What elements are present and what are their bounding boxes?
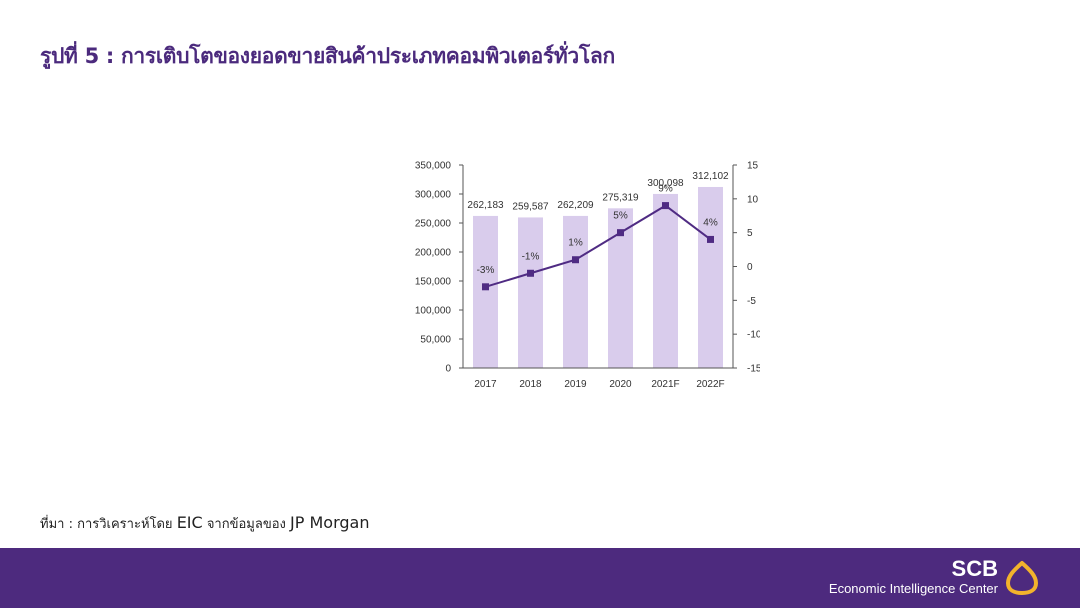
left-tick-label: 250,000: [415, 219, 452, 230]
x-tick-label: 2020: [609, 379, 632, 390]
right-tick-label: -10: [747, 330, 760, 341]
left-tick-label: 350,000: [415, 161, 452, 172]
left-tick-label: 50,000: [420, 335, 451, 346]
slide-title: รูปที่ 5 : การเติบโตของยอดขายสินค้าประเภ…: [40, 44, 615, 68]
right-tick-label: 5: [747, 228, 753, 239]
source-org: EIC: [176, 513, 203, 532]
growth-line: [485, 204, 712, 288]
source-note: ที่มา : การวิเคราะห์โดย EIC จากข้อมูลของ…: [40, 513, 369, 534]
left-tick-label: 300,000: [415, 190, 452, 201]
bar-value-label: 262,183: [467, 200, 504, 211]
source-middle: จากข้อมูลของ: [202, 517, 291, 532]
growth-label: -1%: [522, 251, 540, 262]
x-tick-label: 2019: [564, 379, 587, 390]
bar-label-background: [464, 197, 507, 211]
bar-value-label: 300,098: [647, 178, 684, 189]
growth-label: -3%: [477, 265, 495, 276]
right-tick-label: 0: [747, 262, 753, 273]
growth-marker: [662, 202, 669, 210]
scb-lotus-logo-icon: [1006, 561, 1038, 595]
left-tick-label: 150,000: [415, 277, 452, 288]
bar-value-label: 275,319: [602, 192, 639, 203]
right-tick-label: 10: [747, 194, 759, 205]
left-tick-label: 100,000: [415, 306, 452, 317]
growth-marker: [707, 235, 714, 243]
source-origin: JP Morgan: [290, 513, 370, 532]
x-tick-label: 2021F: [651, 379, 679, 390]
bar: [563, 215, 588, 368]
growth-label: 1%: [568, 238, 583, 249]
growth-marker: [572, 256, 579, 264]
bar: [653, 193, 678, 368]
growth-label: 5%: [613, 211, 628, 222]
bar-label-background: [509, 199, 552, 213]
x-tick-label: 2017: [474, 379, 497, 390]
growth-marker: [527, 269, 534, 277]
chart: 0 50,000 100,000 150,000 200,000 250,000 300,0…: [415, 161, 760, 391]
footer-bar: SCB Economic Intelligence Center: [0, 548, 1080, 608]
growth-label: 4%: [703, 217, 718, 228]
bar: [518, 217, 543, 368]
source-prefix: ที่มา : การวิเคราะห์โดย: [40, 517, 177, 532]
bar: [698, 186, 723, 368]
bar-value-label: 259,587: [512, 201, 549, 212]
right-tick-label: -5: [747, 296, 756, 307]
left-tick-label: 0: [445, 364, 451, 375]
x-tick-label: 2018: [519, 379, 542, 390]
right-tick-label: 15: [747, 161, 759, 172]
bar-value-label: 262,209: [557, 200, 594, 211]
growth-marker: [482, 283, 489, 291]
brand-name: SCB: [951, 556, 998, 581]
bar-label-background: [689, 168, 732, 182]
x-tick-label: 2022F: [696, 379, 724, 390]
bar-label-background: [554, 197, 597, 211]
right-tick-label: -15: [747, 364, 760, 375]
growth-marker: [617, 229, 624, 237]
left-tick-label: 200,000: [415, 248, 452, 259]
bar-label-background: [644, 175, 687, 189]
brand-subtitle: Economic Intelligence Center: [828, 581, 998, 596]
bar: [473, 215, 498, 368]
growth-label: 9%: [658, 184, 673, 195]
bar-label-background: [599, 190, 642, 204]
bar-value-label: 312,102: [692, 171, 729, 182]
